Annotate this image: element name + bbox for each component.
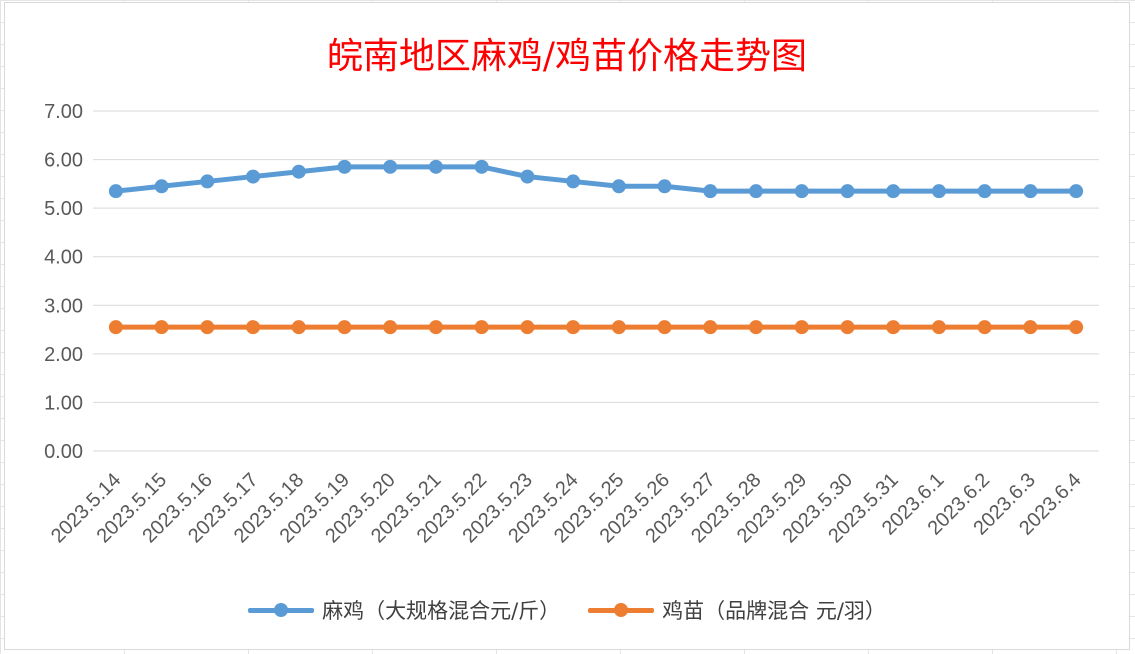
data-point[interactable] (291, 164, 306, 179)
data-point[interactable] (1023, 320, 1038, 335)
data-point[interactable] (566, 174, 581, 189)
data-point[interactable] (291, 320, 306, 335)
legend-item-maji: 麻鸡（大规格混合元/斤） (248, 595, 560, 625)
y-tick-label: 1.00 (44, 392, 83, 414)
data-point[interactable] (703, 184, 718, 199)
data-point[interactable] (840, 184, 855, 199)
data-point[interactable] (749, 184, 764, 199)
legend-swatch-jimiao (588, 600, 655, 620)
data-point[interactable] (428, 320, 443, 335)
data-point[interactable] (977, 320, 992, 335)
data-point[interactable] (383, 159, 398, 174)
data-point[interactable] (383, 320, 398, 335)
data-point[interactable] (749, 320, 764, 335)
data-point[interactable] (428, 159, 443, 174)
y-tick-label: 7.00 (44, 101, 83, 123)
data-point[interactable] (840, 320, 855, 335)
data-point[interactable] (337, 320, 352, 335)
legend-item-jimiao: 鸡苗（品牌混合 元/羽） (588, 595, 886, 625)
data-point[interactable] (520, 320, 535, 335)
data-point[interactable] (200, 174, 215, 189)
data-point[interactable] (886, 320, 901, 335)
plot-area: 0.001.002.003.004.005.006.007.00 2023.5.… (44, 101, 1099, 547)
data-point[interactable] (886, 184, 901, 199)
data-point[interactable] (246, 320, 261, 335)
y-tick-label: 5.00 (44, 198, 83, 220)
data-point[interactable] (1069, 320, 1084, 335)
y-tick-label: 4.00 (44, 247, 83, 269)
data-point[interactable] (794, 320, 809, 335)
data-point[interactable] (200, 320, 215, 335)
data-point[interactable] (474, 159, 489, 174)
legend-label-jimiao: 鸡苗（品牌混合 元/羽） (662, 599, 886, 623)
legend-swatch-maji (248, 600, 315, 620)
data-point[interactable] (566, 320, 581, 335)
data-point[interactable] (154, 179, 169, 194)
data-point[interactable] (337, 159, 352, 174)
data-point[interactable] (611, 320, 626, 335)
data-point[interactable] (657, 320, 672, 335)
legend: 麻鸡（大规格混合元/斤） 鸡苗（品牌混合 元/羽） (5, 595, 1129, 625)
chart-area[interactable]: 皖南地区麻鸡/鸡苗价格走势图 0.00 1.00 2.00 3.00 4.00 5.00 6… (4, 2, 1130, 650)
data-point[interactable] (1023, 184, 1038, 199)
data-point[interactable] (1069, 184, 1084, 199)
data-point[interactable] (474, 320, 489, 335)
data-point[interactable] (657, 179, 672, 194)
data-point[interactable] (931, 320, 946, 335)
data-point[interactable] (108, 320, 123, 335)
data-point[interactable] (794, 184, 809, 199)
legend-label-maji: 麻鸡（大规格混合元/斤） (322, 599, 561, 623)
data-point[interactable] (977, 184, 992, 199)
y-tick-label: 6.00 (44, 150, 83, 172)
data-point[interactable] (154, 320, 169, 335)
data-point[interactable] (108, 184, 123, 199)
y-tick-label: 2.00 (44, 344, 83, 366)
data-point[interactable] (931, 184, 946, 199)
y-tick-label: 3.00 (44, 295, 83, 317)
series-line-0 (113, 164, 1079, 194)
data-point[interactable] (703, 320, 718, 335)
chart-title: 皖南地区麻鸡/鸡苗价格走势图 (326, 36, 808, 77)
data-point[interactable] (611, 179, 626, 194)
data-point[interactable] (520, 169, 535, 184)
data-point[interactable] (246, 169, 261, 184)
y-tick-label: 0.00 (44, 441, 83, 463)
